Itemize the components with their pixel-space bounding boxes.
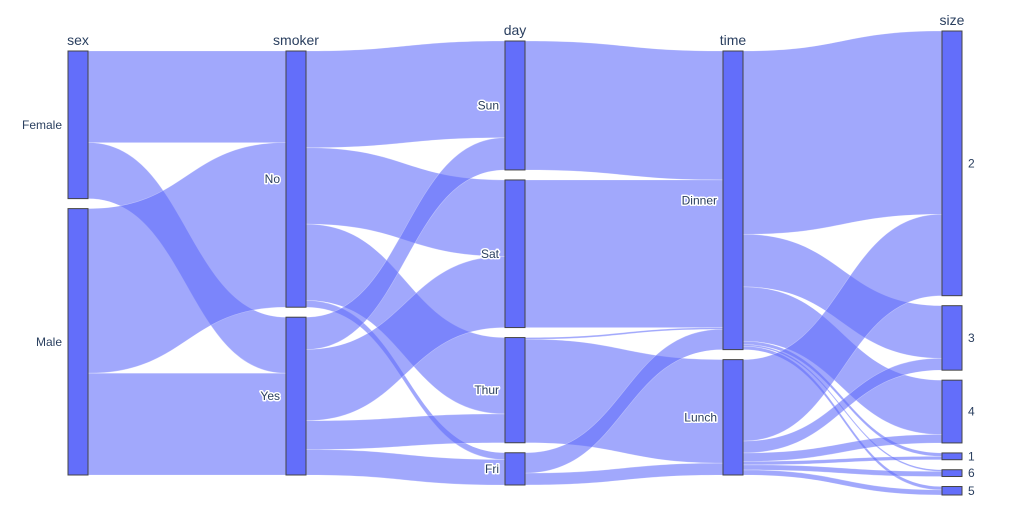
category-bar-size-2[interactable] (941, 30, 963, 297)
category-label-halo-sex-female: Female (22, 118, 62, 132)
category-bars (67, 30, 963, 496)
category-label-halo-size-6: 6 (968, 466, 975, 480)
category-bar-day-sun[interactable] (504, 40, 526, 171)
flow-bands (87, 30, 943, 496)
category-label-size-1: 1 (968, 449, 975, 463)
category-bar-size-6[interactable] (941, 469, 963, 478)
category-bar-time-lunch[interactable] (722, 359, 744, 476)
category-label-halo-size-3: 3 (968, 331, 975, 345)
flow-band-sex-male-to-smoker-yes[interactable] (87, 372, 287, 476)
category-bar-smoker-no[interactable] (285, 50, 307, 308)
category-label-halo-day-sat: Sat (481, 247, 500, 261)
category-label-halo-time-dinner: Dinner (682, 193, 717, 207)
category-label-smoker-yes: Yes (260, 389, 280, 403)
dimension-title-size[interactable]: size (940, 12, 965, 28)
category-label-sex-male: Male (36, 335, 62, 349)
category-label-time-lunch: Lunch (684, 410, 717, 424)
category-label-size-5: 5 (968, 484, 975, 498)
category-label-halo-day-sun: Sun (478, 98, 499, 112)
category-label-halo-size-4: 4 (968, 405, 975, 419)
category-label-size-6: 6 (968, 466, 975, 480)
dimension-title-day[interactable]: day (504, 22, 527, 38)
category-label-halo-sex-male: Male (36, 335, 62, 349)
flow-band-sex-female-to-smoker-no[interactable] (87, 50, 287, 143)
category-label-halo-size-5: 5 (968, 484, 975, 498)
category-label-sex-female: Female (22, 118, 62, 132)
flow-band-smoker-yes-to-day-fri[interactable] (305, 449, 506, 486)
category-label-halo-time-lunch: Lunch (684, 410, 717, 424)
dimension-title-sex[interactable]: sex (67, 32, 89, 48)
category-bar-sex-male[interactable] (67, 208, 89, 476)
flow-band-smoker-yes-to-day-thur[interactable] (305, 413, 506, 450)
dimension-titles: sex smoker day time size (67, 12, 965, 48)
category-label-size-2: 2 (968, 156, 975, 170)
category-label-halo-size-1: 1 (968, 449, 975, 463)
category-bar-day-fri[interactable] (504, 452, 526, 486)
category-bar-size-1[interactable] (941, 452, 963, 461)
category-label-halo-size-2: 2 (968, 156, 975, 170)
category-label-day-thur: Thur (474, 383, 499, 397)
category-label-smoker-no: No (265, 172, 281, 186)
category-label-size-4: 4 (968, 405, 975, 419)
category-label-day-sat: Sat (481, 247, 500, 261)
category-label-time-dinner: Dinner (682, 193, 717, 207)
category-bar-size-4[interactable] (941, 379, 963, 444)
category-label-halo-smoker-no: No (265, 172, 281, 186)
dimension-title-time[interactable]: time (720, 32, 747, 48)
category-bar-time-dinner[interactable] (722, 50, 744, 351)
category-label-day-sun: Sun (478, 98, 499, 112)
category-bar-day-sat[interactable] (504, 179, 526, 329)
category-bar-sex-female[interactable] (67, 50, 89, 200)
flow-band-time-dinner-to-size-2[interactable] (742, 30, 943, 235)
category-bar-size-5[interactable] (941, 486, 963, 496)
category-bar-smoker-yes[interactable] (285, 316, 307, 476)
category-label-day-fri: Fri (485, 462, 499, 476)
category-bar-day-thur[interactable] (504, 337, 526, 444)
category-label-halo-smoker-yes: Yes (260, 389, 280, 403)
category-label-size-3: 3 (968, 331, 975, 345)
flow-band-smoker-no-to-day-sun[interactable] (305, 40, 506, 149)
flow-band-day-sun-to-time-dinner[interactable] (524, 40, 724, 181)
category-bar-size-3[interactable] (941, 305, 963, 371)
category-label-halo-day-thur: Thur (474, 383, 499, 397)
category-labels: FemaleFemaleMaleMaleNoNoYesYesSunSunSatS… (20, 97, 976, 499)
category-label-halo-day-fri: Fri (485, 462, 499, 476)
dimension-title-smoker[interactable]: smoker (273, 32, 319, 48)
